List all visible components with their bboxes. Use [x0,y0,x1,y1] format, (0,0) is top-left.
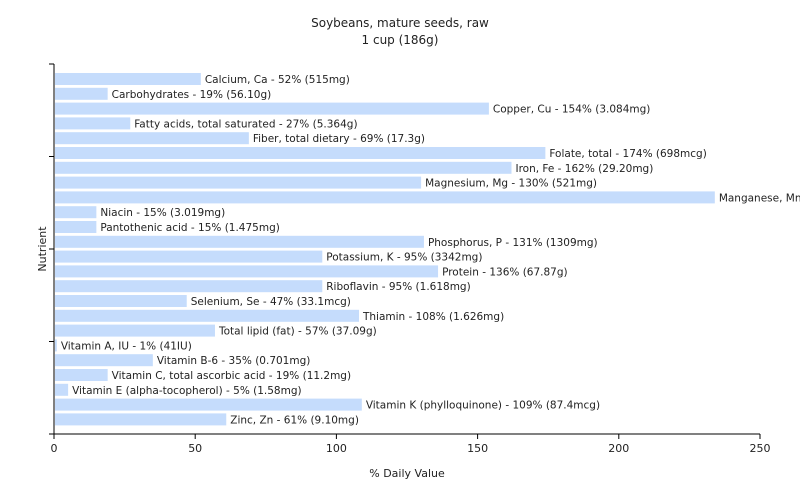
bars-group [55,73,715,426]
bar-label: Vitamin K (phylloquinone) - 109% (87.4mc… [366,400,600,412]
y-axis-label: Nutrient [36,226,49,272]
bar [55,383,69,396]
x-tick-label: 150 [467,442,488,455]
bar-label: Vitamin E (alpha-tocopherol) - 5% (1.58m… [72,385,302,397]
bar-label: Total lipid (fat) - 57% (37.09g) [218,326,377,338]
bar-label: Zinc, Zn - 61% (9.10mg) [230,414,359,426]
bar [55,206,97,219]
bar [55,102,489,115]
bar [55,250,323,263]
bar-label: Riboflavin - 95% (1.618mg) [326,281,470,293]
bar [55,413,227,426]
x-tick-label: 250 [750,442,771,455]
x-tick-label: 200 [608,442,629,455]
bar [55,87,108,100]
bar-label: Manganese, Mn - 234% (4.682mg) [719,192,800,204]
bar-label: Copper, Cu - 154% (3.084mg) [493,104,651,116]
x-tick-label: 0 [51,442,58,455]
bar-label: Fiber, total dietary - 69% (17.3g) [253,133,425,145]
bar [55,161,512,174]
bar [55,132,249,145]
x-axis-label: % Daily Value [369,467,445,480]
bar [55,309,359,322]
bar [55,73,201,85]
bar [55,235,424,248]
bar-label: Carbohydrates - 19% (56.10g) [112,89,272,101]
bar [55,176,422,189]
chart-title: Soybeans, mature seeds, raw [311,16,489,30]
bar-label: Iron, Fe - 162% (29.20mg) [515,163,653,175]
bar [55,280,323,293]
bar [55,324,215,337]
bar-label: Vitamin C, total ascorbic acid - 19% (11… [112,370,351,382]
bar-label: Folate, total - 174% (698mcg) [549,148,706,160]
bar [55,354,153,367]
bar-label: Protein - 136% (67.87g) [442,266,568,278]
bar-label: Phosphorus, P - 131% (1309mg) [428,237,598,249]
bar-label: Fatty acids, total saturated - 27% (5.36… [134,118,357,130]
bar [55,339,57,352]
y-ticks-group [49,63,54,435]
bar-label: Niacin - 15% (3.019mg) [100,207,225,219]
bar [55,265,439,278]
bar-labels-group: Calcium, Ca - 52% (515mg) Carbohydrates -… [61,74,800,426]
bar [55,369,108,381]
bar [55,147,546,159]
bar-label: Thiamin - 108% (1.626mg) [362,311,504,323]
bar-label: Calcium, Ca - 52% (515mg) [205,74,350,86]
bar-label: Magnesium, Mg - 130% (521mg) [425,178,597,190]
chart-subtitle: 1 cup (186g) [362,33,439,47]
bar-label: Vitamin B-6 - 35% (0.701mg) [157,355,311,367]
bar [55,221,97,233]
x-tick-label: 100 [326,442,347,455]
bar-label: Pantothenic acid - 15% (1.475mg) [100,222,279,234]
bar [55,398,362,411]
x-ticks-group: 0 50 100 150 200 250 [51,434,771,455]
bar [55,191,715,204]
bar-label: Selenium, Se - 47% (33.1mcg) [191,296,351,308]
bar-label: Vitamin A, IU - 1% (41IU) [61,340,192,352]
x-tick-label: 50 [188,442,202,455]
bar [55,117,131,130]
bar-label: Potassium, K - 95% (3342mg) [326,252,482,264]
bar [55,295,187,307]
